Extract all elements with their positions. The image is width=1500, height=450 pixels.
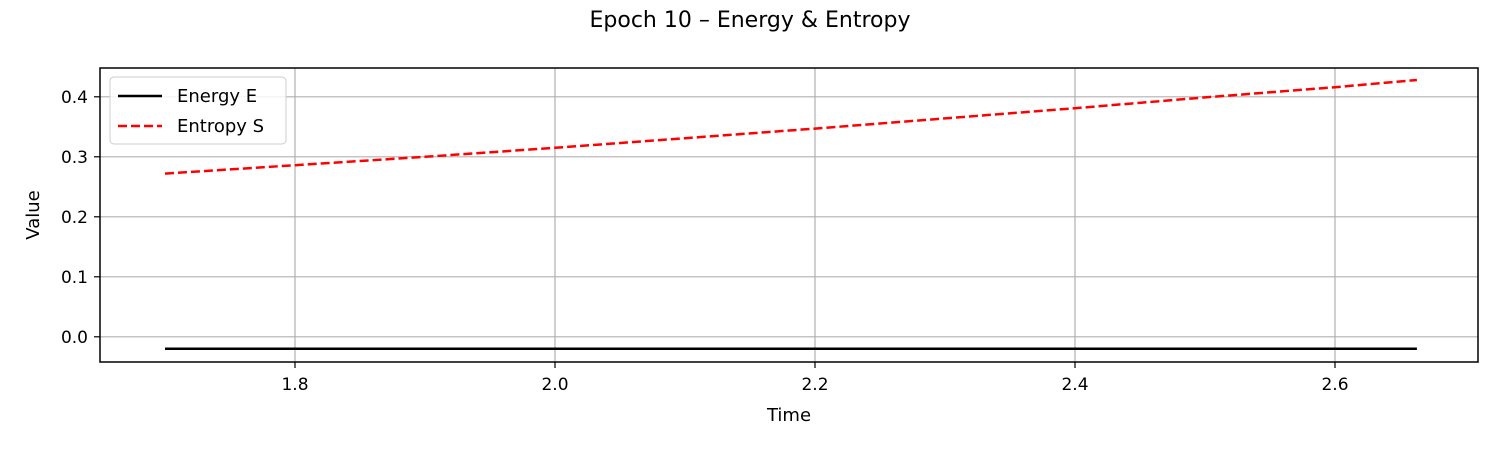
- y-tick-label: 0.4: [61, 88, 88, 108]
- legend-box: [109, 76, 287, 145]
- x-axis-label: Time: [766, 405, 811, 426]
- legend-label-entropy: Entropy S: [177, 116, 264, 137]
- ticks: 1.8 2.0 2.2 2.4 2.6 0.0 0.1 0.2 0.3 0.4: [61, 88, 1349, 395]
- plot-frame: [99, 67, 1479, 363]
- y-tick-label: 0.2: [61, 208, 88, 228]
- x-tick-label: 2.4: [1061, 375, 1088, 395]
- legend: Energy E Entropy S: [109, 76, 287, 145]
- x-tick-label: 1.8: [281, 375, 308, 395]
- y-axis-label: Value: [23, 190, 44, 239]
- y-tick-label: 0.0: [61, 328, 88, 348]
- chart-title: Epoch 10 – Energy & Entropy: [590, 8, 911, 33]
- y-tick-label: 0.3: [61, 148, 88, 168]
- x-tick-label: 2.0: [541, 375, 568, 395]
- x-tick-label: 2.2: [801, 375, 828, 395]
- series-layer: [164, 78, 1418, 351]
- legend-label-energy: Energy E: [177, 86, 257, 107]
- y-tick-label: 0.1: [61, 268, 88, 288]
- x-tick-label: 2.6: [1321, 375, 1348, 395]
- series-line-entropy: [164, 78, 1418, 175]
- grid: [100, 68, 1478, 362]
